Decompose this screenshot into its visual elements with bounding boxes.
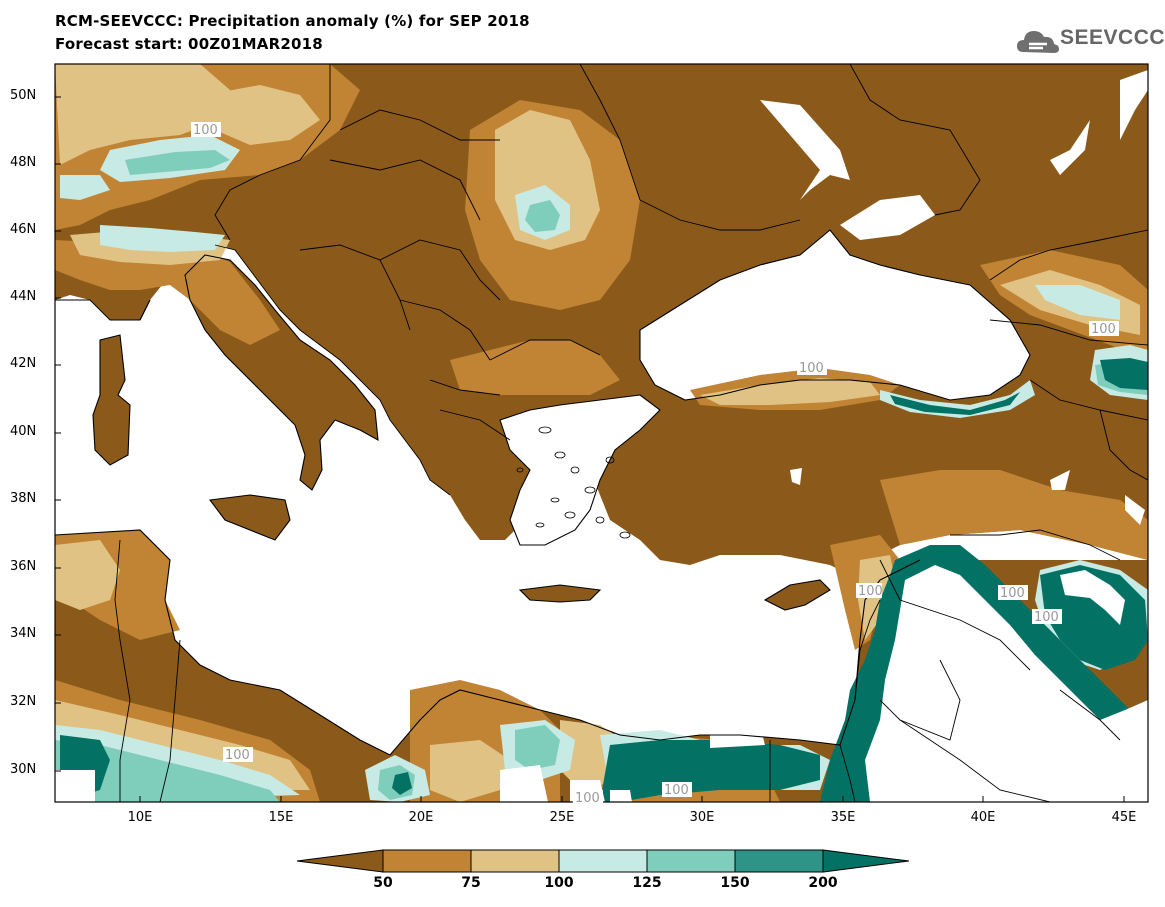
colorbar-label: 100	[544, 875, 574, 891]
lat-label: 34N	[10, 626, 37, 641]
lon-label: 20E	[408, 810, 434, 825]
colorbar-label: 50	[373, 875, 393, 891]
map-title: RCM-SEEVCCC: Precipitation anomaly (%) f…	[55, 12, 530, 30]
contour-label: 100	[225, 748, 250, 763]
lon-label: 35E	[830, 810, 856, 825]
lon-label: 45E	[1111, 810, 1137, 825]
axis-ticks	[55, 96, 1125, 802]
land-europe-anatolia	[55, 64, 1148, 575]
cloud-logo-icon	[1017, 31, 1059, 53]
lat-label: 38N	[10, 491, 37, 506]
map-field	[55, 64, 1148, 802]
lon-label: 25E	[549, 810, 575, 825]
colorbar-segment-50-75	[382, 849, 472, 873]
contour-labels: 100 100 100 100 100 100 100 100 100	[191, 122, 1119, 806]
lat-label: 36N	[10, 559, 37, 574]
lon-label: 30E	[689, 810, 715, 825]
forecast-start-label: Forecast start: 00Z01MAR2018	[55, 35, 323, 53]
contour-label: 100	[799, 361, 824, 376]
land-sicily	[210, 495, 290, 540]
lat-label: 40N	[10, 424, 37, 439]
land-crete	[520, 585, 600, 602]
land-sardinia-corsica	[93, 335, 130, 465]
colorbar-segment-100-125	[558, 849, 648, 873]
contour-label: 100	[858, 584, 883, 599]
coastlines	[55, 229, 1031, 756]
lat-label: 42N	[10, 356, 37, 371]
lat-label: 48N	[10, 155, 37, 170]
colorbar-label: 150	[720, 875, 750, 891]
lat-label: 50N	[10, 88, 37, 103]
colorbar-segment-150-200	[734, 849, 824, 873]
contour-label: 100	[664, 783, 689, 798]
contour-label: 100	[1034, 610, 1059, 625]
aegean-sea	[500, 395, 660, 545]
contour-label: 100	[1091, 322, 1116, 337]
lon-label: 40E	[970, 810, 996, 825]
colorbar-label: 75	[461, 875, 481, 891]
black-sea	[640, 230, 1030, 400]
colorbar-segment-125-150	[646, 849, 736, 873]
contour-label: 100	[575, 791, 600, 806]
colorbar-segment-above-200	[822, 849, 910, 873]
lon-label: 10E	[127, 810, 153, 825]
no-data-areas	[55, 70, 1148, 802]
lat-label: 44N	[10, 289, 37, 304]
seevccc-logo-text: SEEVCCC	[1060, 26, 1165, 49]
crimea-water	[840, 195, 935, 240]
colorbar	[296, 849, 910, 873]
colorbar-label: 125	[632, 875, 662, 891]
land-cyprus	[765, 580, 830, 610]
contour-label: 100	[193, 123, 218, 138]
lat-label: 32N	[10, 694, 37, 709]
colorbar-label: 200	[808, 875, 838, 891]
contour-label: 100	[1000, 586, 1025, 601]
colorbar-segment-below-50	[296, 849, 384, 873]
colorbar-segment-75-100	[470, 849, 560, 873]
lon-label: 15E	[268, 810, 294, 825]
lat-label: 30N	[10, 762, 37, 777]
aegean-islands	[516, 426, 631, 539]
lat-label: 46N	[10, 222, 37, 237]
